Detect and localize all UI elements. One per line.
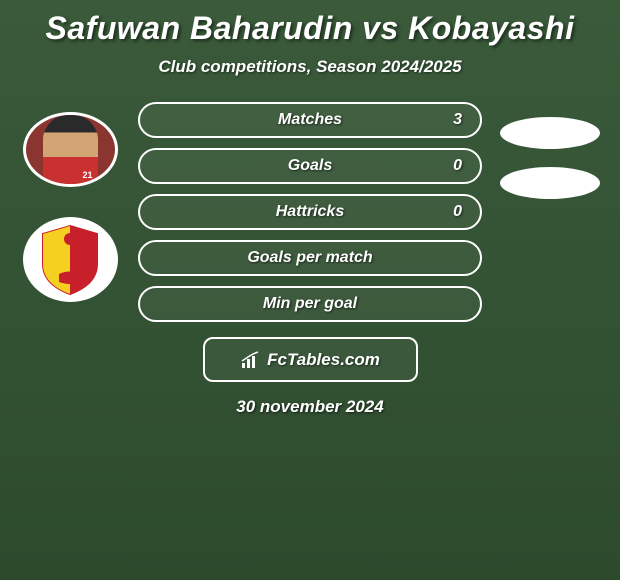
footer: FcTables.com 30 november 2024 [5,337,615,417]
stat-row-matches: Matches 3 [138,102,482,138]
stat-label: Hattricks [276,203,344,221]
infographic-container: Safuwan Baharudin vs Kobayashi Club comp… [0,0,620,427]
right-column [490,102,610,199]
stat-value: 3 [453,111,462,129]
subtitle: Club competitions, Season 2024/2025 [5,57,615,77]
stat-row-goals: Goals 0 [138,148,482,184]
page-title: Safuwan Baharudin vs Kobayashi [5,10,615,47]
club-badge [23,217,118,302]
club-shield-icon [39,224,101,296]
date-text: 30 november 2024 [236,397,383,417]
opponent-ellipse-2 [500,167,600,199]
source-logo-text: FcTables.com [267,350,380,370]
content-row: Matches 3 Goals 0 Hattricks 0 Goals per … [5,102,615,322]
stat-row-hattricks: Hattricks 0 [138,194,482,230]
opponent-ellipse-1 [500,117,600,149]
stat-label: Goals per match [247,249,372,267]
stats-column: Matches 3 Goals 0 Hattricks 0 Goals per … [130,102,490,322]
player-avatar [23,112,118,187]
source-logo-box: FcTables.com [203,337,418,382]
stat-label: Goals [288,157,332,175]
stat-row-min-per-goal: Min per goal [138,286,482,322]
player-face-icon [43,115,98,185]
left-column [10,102,130,302]
stat-value: 0 [453,157,462,175]
stat-value: 0 [453,203,462,221]
stat-label: Min per goal [263,295,357,313]
stat-label: Matches [278,111,342,129]
chart-icon [240,351,262,369]
stat-row-goals-per-match: Goals per match [138,240,482,276]
